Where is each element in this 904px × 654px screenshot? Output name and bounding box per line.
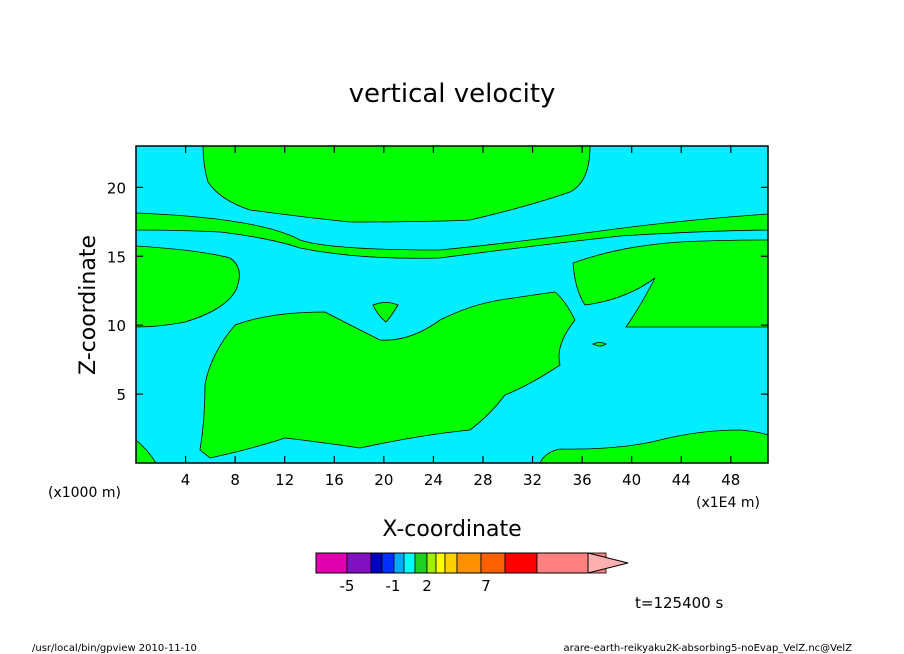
plot-frame xyxy=(135,145,769,464)
region-left-mid xyxy=(135,245,240,328)
x-tick-label: 24 xyxy=(424,471,443,489)
y-tick-label: 20 xyxy=(107,179,126,197)
colorbar-segment xyxy=(426,552,437,574)
positive-velocity-regions xyxy=(135,145,769,464)
chart-title: vertical velocity xyxy=(349,79,556,109)
y-tick-label: 5 xyxy=(116,386,126,404)
region-right-mid xyxy=(572,239,769,328)
colorbar-segment xyxy=(414,552,428,574)
region-central-blob xyxy=(199,291,576,459)
x-tick-label: 20 xyxy=(374,471,393,489)
x-tick-label: 28 xyxy=(473,471,492,489)
colorbar-label: 7 xyxy=(481,577,491,595)
colorbar-segment xyxy=(315,552,348,574)
colorbar: -5 -1 2 7 xyxy=(315,552,629,595)
x-tick-label: 48 xyxy=(721,471,740,489)
colorbar-segment xyxy=(444,552,458,574)
colorbar-segment xyxy=(381,552,395,574)
region-upper-band xyxy=(202,145,591,223)
time-label: t=125400 s xyxy=(635,594,723,612)
footer-left: /usr/local/bin/gpview 2010-11-10 xyxy=(32,643,197,654)
x-unit-label: (x1E4 m) xyxy=(696,495,760,511)
colorbar-segment xyxy=(403,552,416,574)
x-axis-label: X-coordinate xyxy=(382,517,521,542)
colorbar-label: 2 xyxy=(422,577,432,595)
region-small-blob xyxy=(372,302,399,323)
x-tick-label: 8 xyxy=(230,471,240,489)
x-tick-label: 32 xyxy=(523,471,542,489)
x-axis-ticks: 4 8 12 16 20 24 28 32 36 40 44 48 xyxy=(181,146,740,489)
y-axis-label: Z-coordinate xyxy=(76,235,101,375)
x-tick-label: 16 xyxy=(325,471,344,489)
colorbar-segment xyxy=(504,552,538,574)
colorbar-frame xyxy=(315,552,589,574)
x-tick-label: 4 xyxy=(181,471,191,489)
x-tick-label: 12 xyxy=(275,471,294,489)
footer-right: arare-earth-reikyaku2K-absorbing5-noEvap… xyxy=(564,643,853,654)
colorbar-arrow xyxy=(587,552,629,574)
y-tick-label: 10 xyxy=(107,317,126,335)
y-unit-label: (x1000 m) xyxy=(48,485,121,501)
colorbar-segment xyxy=(480,552,506,574)
colorbar-label: -5 xyxy=(340,577,355,595)
colorbar-segment xyxy=(393,552,405,574)
x-tick-label: 44 xyxy=(672,471,691,489)
region-tropopause-band xyxy=(135,212,769,259)
colorbar-segment xyxy=(456,552,482,574)
x-tick-label: 36 xyxy=(573,471,592,489)
colorbar-segment xyxy=(370,552,383,574)
colorbar-label: -1 xyxy=(386,577,401,595)
colorbar-segment xyxy=(435,552,446,574)
region-bottom-right xyxy=(539,429,769,464)
y-tick-label: 15 xyxy=(107,248,126,266)
x-tick-label: 40 xyxy=(622,471,641,489)
region-tiny-blob xyxy=(592,342,607,347)
colorbar-labels: -5 -1 2 7 xyxy=(340,577,491,595)
colorbar-segment xyxy=(346,552,372,574)
y-axis-ticks: 5 10 15 20 xyxy=(107,179,768,404)
